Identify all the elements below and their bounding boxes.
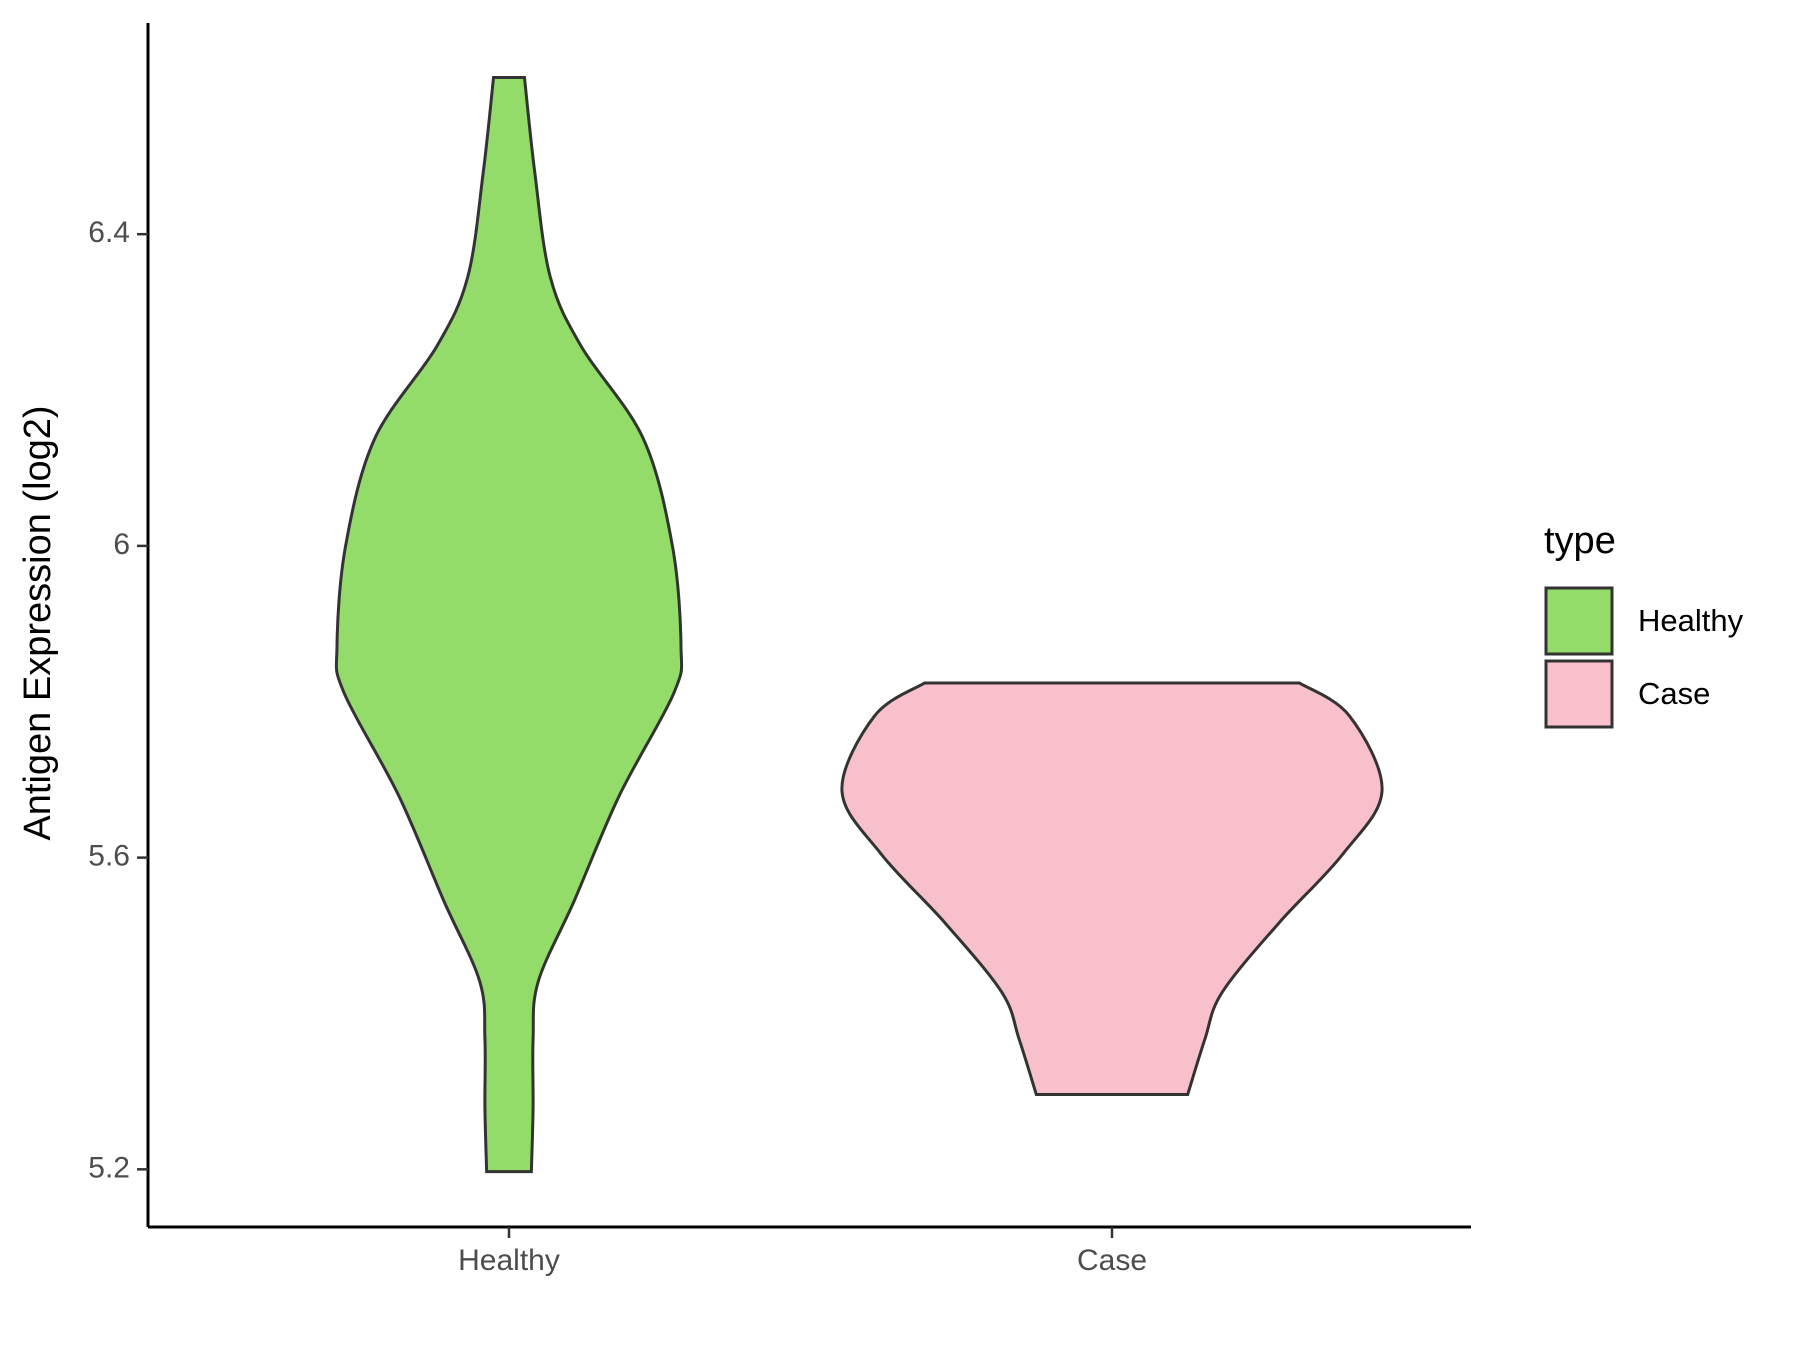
- legend-label: Healthy: [1638, 603, 1744, 638]
- y-tick-label: 6.4: [88, 216, 130, 249]
- legend-key: [1544, 586, 1614, 656]
- y-tick-label: 5.6: [88, 840, 130, 873]
- legend-key: [1544, 659, 1614, 729]
- legend-title: type: [1544, 520, 1616, 562]
- violin: [840, 681, 1384, 1097]
- violin: [334, 76, 684, 1174]
- y-axis-title: Antigen Expression (log2): [17, 405, 59, 840]
- y-tick-label: 6: [113, 528, 130, 561]
- x-tick-label: Case: [1077, 1244, 1147, 1277]
- y-tick-label: 5.2: [88, 1151, 130, 1184]
- legend-label: Case: [1638, 676, 1710, 711]
- x-tick-label: Healthy: [458, 1244, 560, 1277]
